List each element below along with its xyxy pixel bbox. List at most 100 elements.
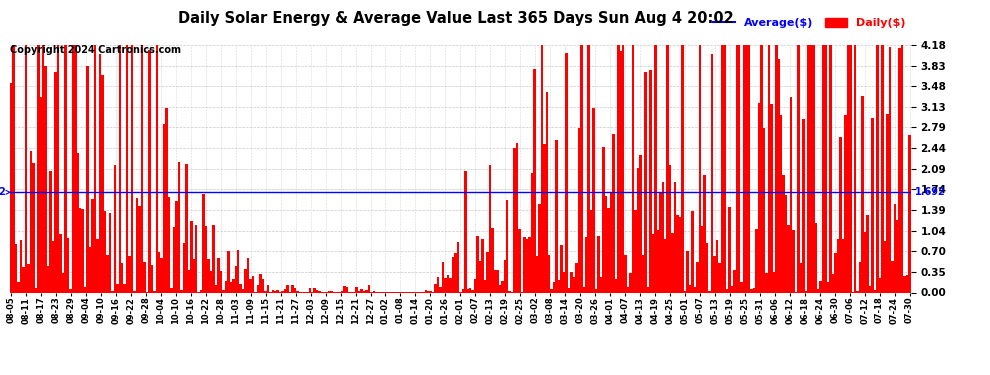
Bar (271, 290, 274, 292)
Bar (76, 153, 79, 292)
Bar (344, 286, 346, 292)
Bar (906, 275, 909, 292)
Bar (190, 221, 192, 292)
Bar (136, 198, 139, 292)
Bar (286, 285, 289, 292)
Bar (544, 144, 545, 292)
Bar (50, 171, 51, 292)
Bar (121, 263, 124, 292)
Bar (74, 45, 76, 292)
Bar (212, 225, 215, 292)
Bar (22, 267, 25, 292)
Bar (81, 209, 84, 292)
Bar (869, 286, 871, 292)
Bar (94, 45, 96, 292)
Bar (526, 239, 529, 292)
Bar (442, 262, 445, 292)
Bar (175, 201, 178, 292)
Bar (59, 234, 61, 292)
Bar (733, 270, 736, 292)
Bar (840, 137, 842, 292)
Bar (296, 291, 299, 292)
Bar (35, 288, 37, 292)
Bar (150, 264, 153, 292)
Bar (534, 69, 536, 292)
Bar (560, 245, 562, 292)
Bar (716, 240, 719, 292)
Bar (686, 251, 689, 292)
Bar (777, 59, 780, 292)
Bar (859, 262, 861, 292)
Bar (360, 290, 363, 292)
Bar (785, 195, 787, 292)
Bar (479, 261, 481, 292)
Bar (752, 288, 755, 292)
Bar (577, 128, 580, 292)
Bar (856, 291, 859, 292)
Bar (225, 281, 227, 292)
Bar (622, 45, 625, 292)
Bar (47, 266, 50, 292)
Bar (901, 45, 904, 292)
Bar (516, 143, 519, 292)
Bar (489, 165, 491, 292)
Bar (736, 45, 738, 292)
Bar (772, 273, 775, 292)
Bar (173, 227, 175, 292)
Bar (25, 45, 27, 292)
Bar (570, 272, 572, 292)
Bar (355, 286, 358, 292)
Bar (274, 291, 276, 292)
Bar (822, 45, 825, 292)
Bar (575, 263, 577, 292)
Bar (531, 174, 534, 292)
Bar (787, 225, 790, 292)
Bar (178, 162, 180, 292)
Bar (183, 243, 185, 292)
Bar (891, 261, 894, 292)
Bar (679, 217, 681, 292)
Bar (509, 291, 511, 292)
Bar (484, 280, 486, 292)
Bar (451, 257, 454, 292)
Bar (64, 45, 66, 292)
Bar (506, 200, 509, 292)
Bar (565, 53, 567, 292)
Bar (597, 236, 600, 292)
Bar (124, 284, 126, 292)
Bar (331, 291, 334, 292)
Bar (79, 208, 81, 292)
Bar (256, 285, 259, 292)
Bar (625, 255, 627, 292)
Bar (276, 290, 279, 292)
Bar (812, 45, 815, 292)
Bar (696, 262, 699, 292)
Bar (217, 258, 220, 292)
Bar (602, 147, 605, 292)
Bar (871, 118, 874, 292)
Bar (51, 241, 54, 292)
Bar (726, 290, 729, 292)
Bar (104, 211, 106, 292)
Text: Copyright 2024 Cartronics.com: Copyright 2024 Cartronics.com (10, 45, 181, 55)
Bar (684, 291, 686, 292)
Bar (486, 252, 489, 292)
Bar (32, 163, 35, 292)
Bar (155, 45, 158, 292)
Bar (757, 104, 760, 292)
Bar (704, 176, 706, 292)
Bar (827, 282, 830, 292)
Bar (131, 45, 134, 292)
Bar (861, 96, 864, 292)
Bar (259, 274, 261, 292)
Bar (42, 45, 45, 292)
Bar (760, 45, 762, 292)
Bar (519, 229, 521, 292)
Bar (202, 194, 205, 292)
Bar (141, 45, 144, 292)
Bar (215, 285, 217, 292)
Text: 1.692: 1.692 (0, 188, 10, 197)
Bar (881, 45, 884, 292)
Bar (17, 282, 20, 292)
Bar (580, 45, 582, 292)
